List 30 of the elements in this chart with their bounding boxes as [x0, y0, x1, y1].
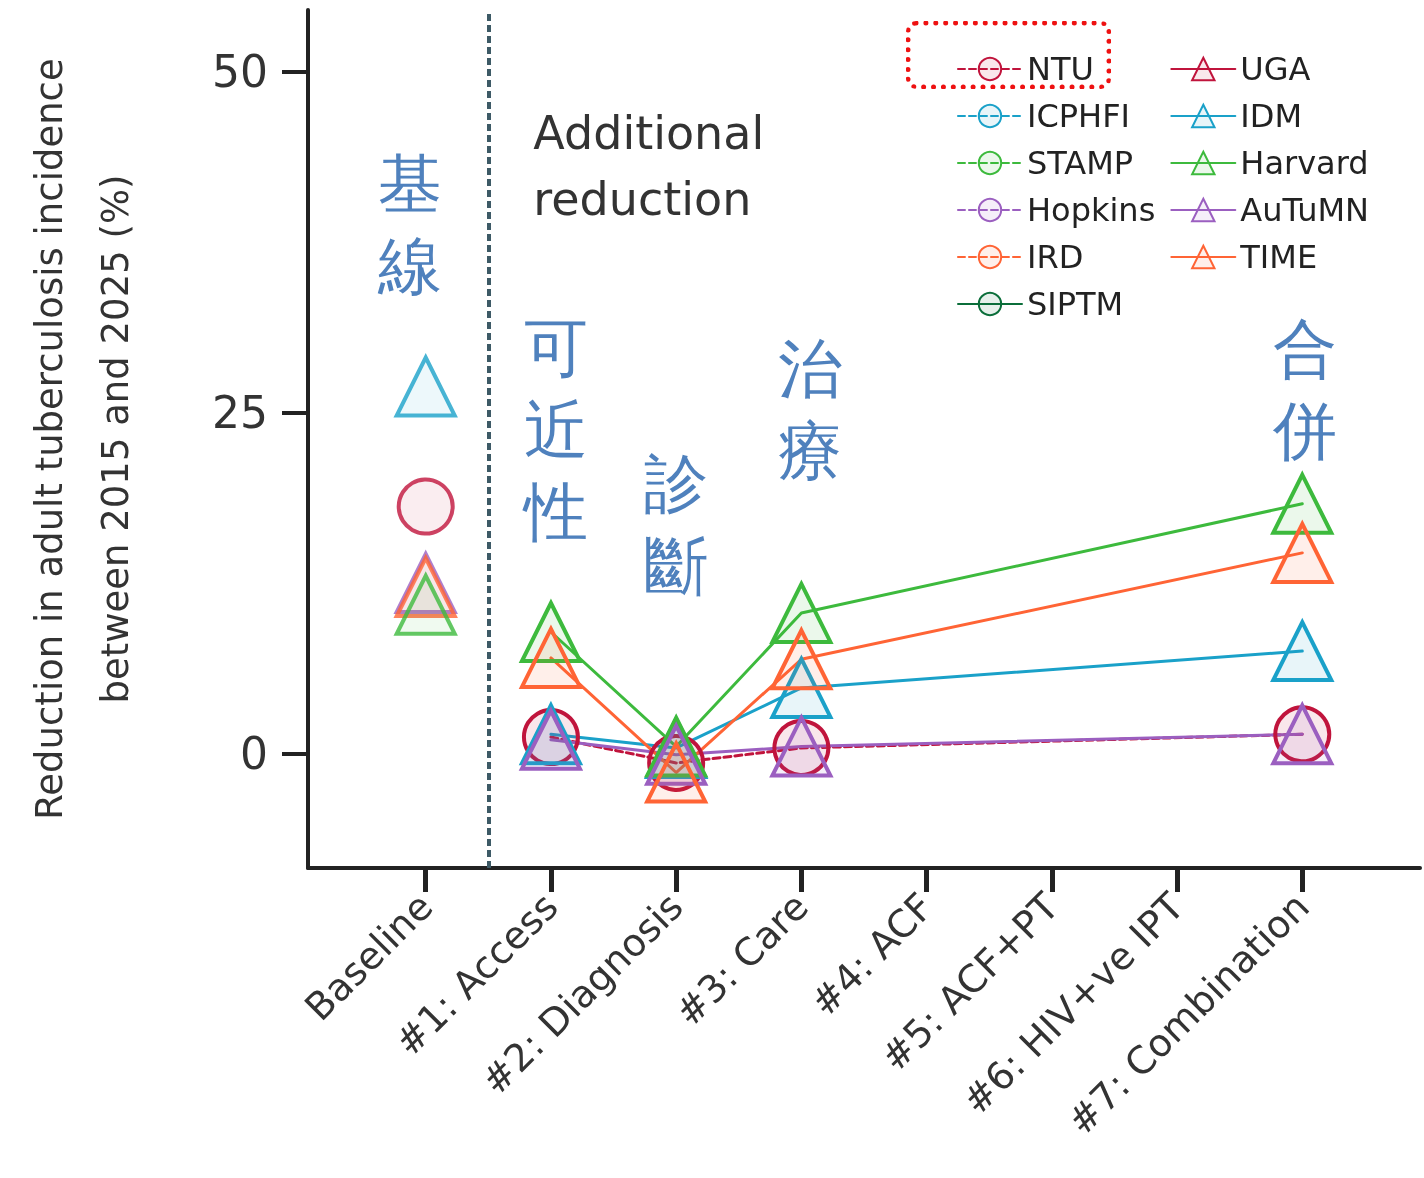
legend-label: IDM [1240, 97, 1302, 135]
legend-label: IRD [1026, 238, 1084, 276]
point [394, 355, 457, 418]
y-tick-label: 25 [212, 386, 268, 438]
point [396, 477, 455, 536]
legend-label: UGA [1240, 50, 1311, 88]
legend-label: AuTuMN [1240, 191, 1369, 229]
y-axis-title: Reduction in adult tuberculosis incidence between 2015 and 2025 (%) [27, 58, 137, 820]
y-tick-label: 50 [212, 45, 268, 97]
legend-label: Hopkins [1026, 191, 1156, 229]
point [393, 571, 458, 636]
annotation: 可近性 [522, 311, 588, 549]
point [644, 739, 709, 804]
point [1270, 470, 1335, 535]
legend-label: Harvard [1240, 144, 1369, 182]
legend-label: TIME [1239, 238, 1318, 276]
point [770, 628, 833, 691]
y-tick-label: 0 [240, 727, 268, 779]
legend-label: STAMP [1026, 144, 1134, 182]
legend-label: ICPHFI [1026, 97, 1130, 135]
legend-label: NTU [1026, 50, 1094, 88]
annotation: 合併 [1272, 312, 1337, 468]
point [769, 579, 834, 644]
ref-line-label: Additional reduction [533, 106, 779, 226]
annotation: 診斷 [644, 447, 708, 603]
point [1270, 519, 1335, 584]
legend-label: SIPTM [1026, 285, 1124, 323]
annotation: 基線 [377, 147, 442, 303]
annotation: 治療 [778, 332, 842, 488]
point [518, 624, 583, 689]
